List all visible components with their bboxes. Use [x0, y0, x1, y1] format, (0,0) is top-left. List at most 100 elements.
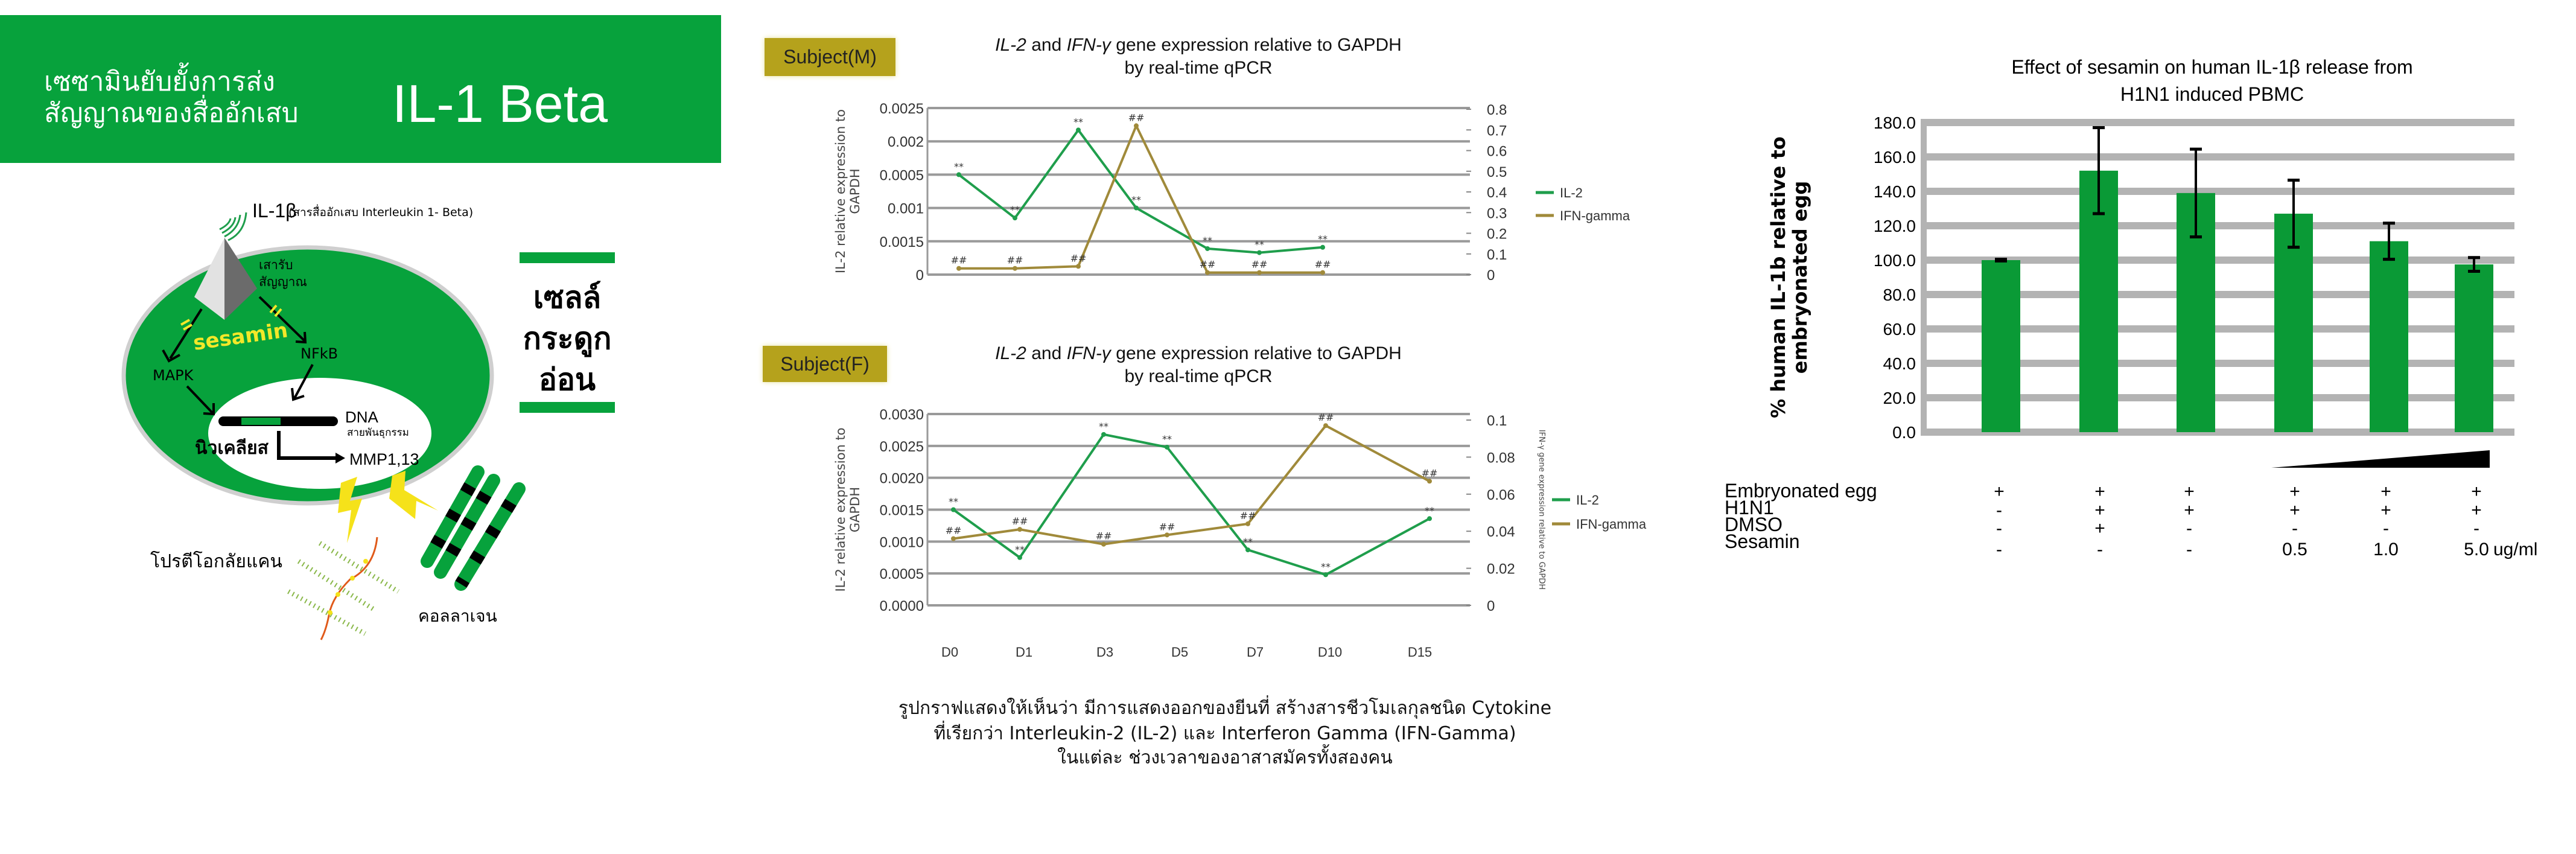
point-marker: ##	[1128, 112, 1145, 123]
y-tick-label: 0.0020	[880, 471, 924, 487]
y-tick-label: 0.0015	[880, 234, 924, 250]
cell-type-line1: เซลล์	[533, 280, 601, 315]
data-point	[1101, 541, 1106, 547]
point-marker: **	[1162, 433, 1172, 445]
title-line2: by real-time qPCR	[1124, 366, 1273, 386]
condition-cell: +	[2380, 482, 2391, 502]
data-point	[1323, 572, 1328, 578]
y-axis-label-line1: % human IL-1b relative to	[1767, 136, 1790, 418]
condition-cell: +	[2289, 482, 2300, 502]
data-point	[1165, 532, 1169, 538]
data-point	[1076, 127, 1081, 133]
legend-label: IFN-gamma	[1560, 208, 1630, 223]
point-marker: **	[1318, 234, 1328, 245]
data-point	[1427, 479, 1432, 484]
nucleus-label: นิวเคลียส	[195, 438, 269, 459]
condition-cell: +	[2380, 500, 2391, 520]
bar	[2370, 241, 2408, 432]
y2-tick-label: 0.5	[1487, 164, 1507, 180]
condition-cell: -	[2473, 518, 2479, 538]
point-marker: **	[954, 161, 964, 172]
condition-label: Sesamin	[1725, 531, 1800, 552]
gridline	[1921, 291, 2514, 298]
y-tick-label: 0	[916, 267, 924, 284]
data-point	[1165, 444, 1169, 450]
y-axis-label-line2: embryonated egg	[1789, 181, 1811, 374]
y-axis-label-line1: IL-2 relative expression to	[833, 427, 848, 591]
subject-f-badge: Subject(F)	[763, 346, 887, 382]
dna-label: DNA	[345, 408, 379, 426]
banner-title-thai-line2: สัญญาณของสื่ออักเสบ	[44, 98, 299, 129]
proteoglycan-label: โปรตีโอกลัยแคน	[150, 550, 282, 572]
y-tick-label: 100.0	[1874, 251, 1916, 270]
gridline	[1921, 325, 2514, 333]
y-axis-label-line1: IL-2 relative expression to	[833, 109, 848, 273]
condition-label: H1N1	[1725, 497, 1774, 518]
ligand-label: IL-1β	[252, 200, 297, 221]
y-tick-label: 0.001	[888, 201, 924, 217]
subject-m-badge: Subject(M)	[765, 38, 895, 76]
y-axis-label: IL-2 relative expression toGAPDH	[833, 109, 862, 273]
legend-label: IL-2	[1576, 492, 1599, 508]
title-ifn: IFN-γ	[1066, 35, 1111, 55]
y-axis-label-line2: GAPDH	[848, 487, 862, 532]
y2-tick-label: 0	[1487, 598, 1495, 614]
point-marker: **	[1015, 544, 1025, 555]
y-tick-label: 0.0025	[880, 101, 924, 117]
title-il2: IL-2	[995, 343, 1026, 363]
y-tick-label: 0.0000	[880, 598, 924, 614]
data-point	[1323, 423, 1328, 429]
point-marker: **	[1131, 194, 1141, 206]
point-marker: ##	[1422, 467, 1438, 479]
banner-title-english: IL-1 Beta	[392, 74, 608, 133]
collagen-fibers-icon	[421, 465, 526, 591]
data-point	[956, 172, 961, 177]
y2-tick-label: 0.2	[1487, 226, 1507, 243]
y2-tick-label: 0.08	[1487, 450, 1515, 466]
chart-title-line1: Effect of sesamin on human IL-1β release…	[2011, 56, 2412, 78]
lightning-icon	[338, 471, 438, 543]
y-tick-label: 0.0015	[880, 503, 924, 519]
x-tick-label: D15	[1408, 645, 1432, 660]
point-marker: **	[1099, 421, 1108, 432]
point-marker: ##	[1315, 259, 1331, 270]
point-marker: **	[1321, 561, 1331, 572]
signal-waves-icon	[219, 212, 247, 241]
point-marker: **	[1073, 116, 1083, 127]
data-point	[1101, 432, 1106, 437]
y-axis-label-line2: GAPDH	[848, 168, 862, 214]
x-tick-label: D10	[1318, 645, 1342, 660]
condition-label: Embryonated egg	[1725, 480, 1877, 502]
data-point	[1257, 250, 1262, 255]
data-point	[956, 266, 961, 271]
data-point	[1245, 521, 1250, 526]
proteoglycan-icon	[287, 537, 400, 640]
y-tick-label: 40.0	[1883, 354, 1916, 373]
gridline	[1921, 257, 2514, 264]
banner-title-thai-line1: เซซามินยับยั้งการส่ง	[44, 66, 275, 97]
condition-cell: -	[2097, 540, 2103, 559]
data-point	[1257, 270, 1262, 275]
point-marker: ##	[1012, 515, 1028, 527]
x-tick-label: D0	[941, 645, 958, 660]
title-banner	[0, 15, 721, 163]
cell-type-line3: อ่อน	[539, 362, 596, 397]
y-axis-label: % human IL-1b relative toembryonated egg	[1767, 136, 1811, 418]
divider-bottom	[520, 402, 615, 413]
gridline	[1921, 394, 2514, 401]
nucleus	[208, 378, 431, 489]
receptor-label-line1: เสารับ	[259, 258, 293, 272]
condition-cell: +	[2289, 500, 2300, 520]
transcription-arrow-icon	[277, 431, 345, 464]
y-tick-label: 20.0	[1883, 389, 1916, 407]
y-tick-label: 0.0010	[880, 534, 924, 550]
data-point	[1205, 270, 1210, 275]
condition-cell: +	[2184, 500, 2195, 520]
y-tick-label: 0.0	[1892, 423, 1916, 442]
ligand-description: (สารสื่ออักเสบ Interleukin 1- Beta)	[288, 204, 473, 219]
data-point	[1017, 555, 1022, 560]
data-point	[951, 536, 956, 541]
chart-m-title: IL-2 and IFN-γ gene expression relative …	[995, 34, 1402, 80]
y-tick-label: 0.0030	[880, 407, 924, 423]
